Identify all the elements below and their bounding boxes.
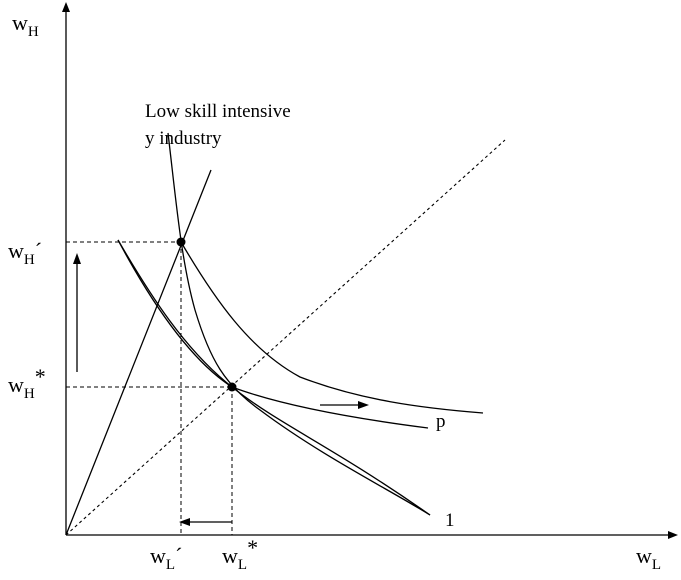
x-axis-label: wL [636,543,661,573]
curve-1-label: 1 [445,510,455,531]
x-axis-label-sub: L [652,557,661,573]
curve-p-label: p [436,411,446,432]
up-arrow-head [73,253,81,264]
point-initial-equilibrium [227,382,237,392]
x-axis-label-main: w [636,543,652,568]
point-new-equilibrium [176,237,186,247]
x-axis-arrowhead [668,531,678,539]
low-skill-industry-curve [167,132,431,516]
origin-ray-line [65,169,212,536]
annotation-line-1: Low skill intensive [145,101,291,122]
tick-wl-prime: wL´ [150,543,182,573]
annotation-line-2: y industry [145,128,222,149]
right-arrow-head [358,401,369,409]
diagonal-dotted-line [65,139,506,536]
y-axis-arrowhead [62,2,70,12]
y-axis-label-main: w [12,10,28,35]
curve-shifted [180,241,484,414]
tick-wl-star: wL* [222,535,258,573]
left-arrow-head [179,518,190,526]
curve-1 [117,239,431,516]
tick-wh-prime: wH´ [8,238,42,268]
y-axis-label: wH [12,10,39,40]
tick-wh-star: wH* [8,364,46,402]
y-axis-label-sub: H [28,24,39,40]
